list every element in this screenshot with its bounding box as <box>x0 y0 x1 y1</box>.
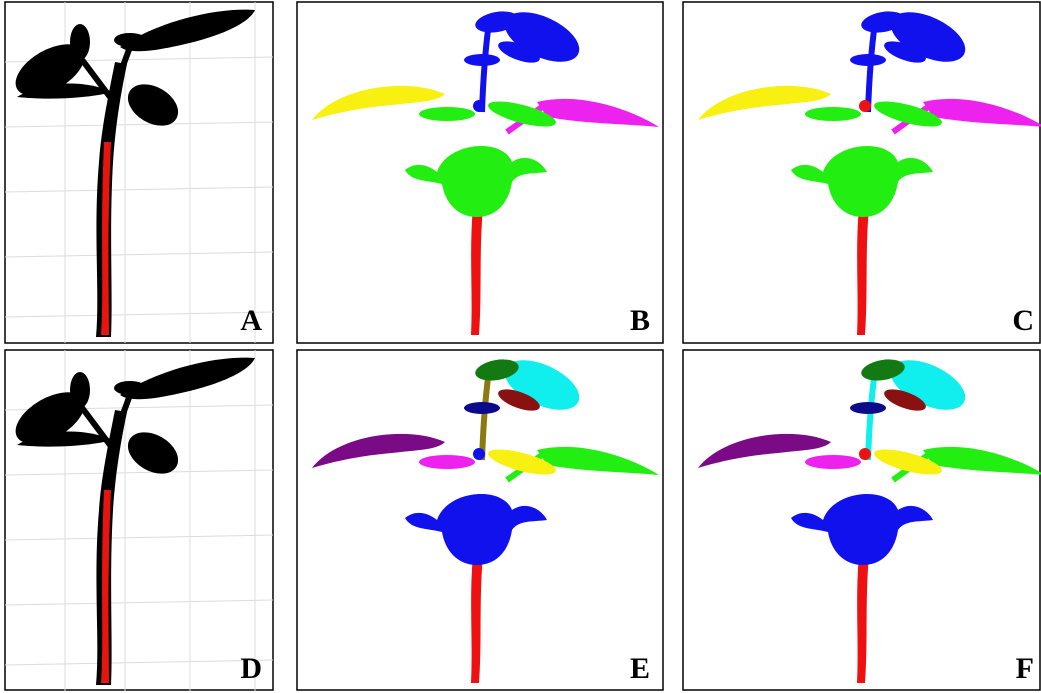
panel-a: A <box>5 2 273 343</box>
panel-e: E <box>297 350 663 690</box>
panel-label: C <box>1012 304 1034 337</box>
panel-b: B <box>297 2 663 343</box>
panel-label: B <box>630 304 650 337</box>
panel-f: F <box>683 350 1041 690</box>
figure: A B C D E F <box>0 0 1041 693</box>
panel-c: C <box>683 2 1041 343</box>
panel-label: F <box>1016 652 1034 685</box>
panel-label: D <box>240 652 262 685</box>
panel-label: A <box>240 304 262 337</box>
panel-label: E <box>630 652 650 685</box>
panel-d: D <box>5 350 273 691</box>
